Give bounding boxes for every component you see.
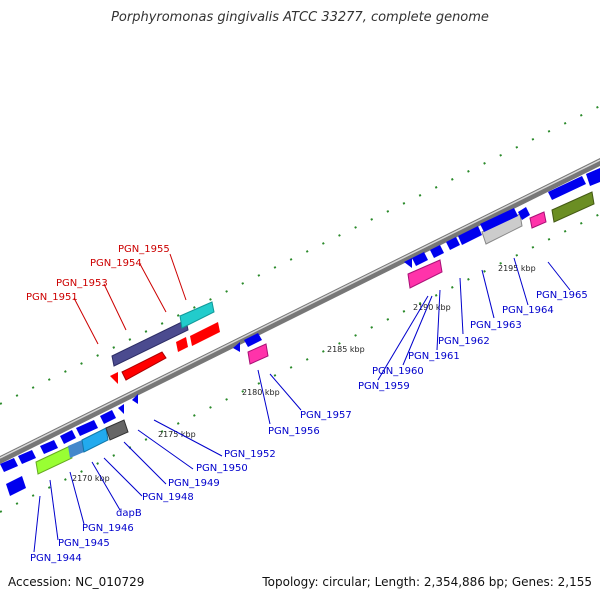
- leaders-red: [73, 253, 187, 345]
- label-PGN_1946: PGN_1946: [82, 523, 134, 534]
- gene-dapB[interactable]: [81, 427, 109, 453]
- label-PGN_1951: PGN_1951: [26, 292, 78, 303]
- label-PGN_1948: PGN_1948: [142, 492, 194, 503]
- label-PGN_1959: PGN_1959: [358, 381, 410, 392]
- tick-guides: [0, 105, 600, 513]
- gene-PGN_1963[interactable]: [480, 208, 523, 245]
- gene-PGN_1956[interactable]: [247, 343, 269, 365]
- gene-PGN_1944[interactable]: [6, 476, 26, 496]
- label-PGN_1945: PGN_1945: [58, 538, 110, 549]
- gene-PGN_1959[interactable]: [407, 259, 443, 289]
- map-title: Porphyromonas gingivalis ATCC 33277, com…: [111, 10, 489, 25]
- gene-PGN_1964[interactable]: [518, 207, 547, 229]
- label-PGN_1964: PGN_1964: [502, 305, 554, 316]
- gene-PGN_1961[interactable]: [430, 245, 444, 258]
- gene-PGN_1955[interactable]: [179, 301, 215, 329]
- label-PGN_1949: PGN_1949: [168, 478, 220, 489]
- tick-label-2190: 2190 kbp: [413, 303, 451, 312]
- label-PGN_1952: PGN_1952: [224, 449, 276, 460]
- gene-PGN_1946[interactable]: [68, 440, 84, 458]
- label-PGN_1961: PGN_1961: [408, 351, 460, 362]
- gene-PGN_1951[interactable]: [111, 319, 189, 367]
- tick-label-2180: 2180 kbp: [242, 388, 280, 397]
- gene-PGN_1948[interactable]: [105, 419, 129, 441]
- gene-PGN_1952-small[interactable]: [110, 372, 118, 384]
- gene-PGN_1962[interactable]: [446, 226, 482, 250]
- gene-PGN_1957[interactable]: [244, 333, 262, 347]
- label-PGN_1955: PGN_1955: [118, 244, 170, 255]
- genome-stats: Topology: circular; Length: 2,354,886 bp…: [262, 575, 592, 589]
- label-dapB: dapB: [116, 508, 142, 519]
- label-PGN_1963: PGN_1963: [470, 320, 522, 331]
- label-PGN_1944: PGN_1944: [30, 553, 82, 564]
- gene-arrow-small[interactable]: [233, 342, 240, 352]
- label-PGN_1956: PGN_1956: [268, 426, 320, 437]
- tick-label-2175: 2175 kbp: [158, 430, 196, 439]
- label-PGN_1953: PGN_1953: [56, 278, 108, 289]
- label-PGN_1965: PGN_1965: [536, 290, 588, 301]
- tick-label-2185: 2185 kbp: [327, 345, 365, 354]
- gene-PGN_1945[interactable]: [35, 445, 73, 475]
- label-PGN_1962: PGN_1962: [438, 336, 490, 347]
- gene-PGN_1954[interactable]: [176, 322, 220, 352]
- gene-PGN_1960[interactable]: [404, 252, 428, 268]
- accession-label: Accession: NC_010729: [8, 575, 145, 589]
- tick-label-2170: 2170 kbp: [72, 474, 110, 483]
- label-PGN_1954: PGN_1954: [90, 258, 142, 269]
- leaders-blue: [33, 257, 571, 553]
- gene-row-upper[interactable]: [0, 394, 138, 472]
- label-PGN_1960: PGN_1960: [372, 366, 424, 377]
- label-PGN_1950: PGN_1950: [196, 463, 248, 474]
- backbone: [0, 158, 600, 464]
- label-PGN_1957: PGN_1957: [300, 410, 352, 421]
- gene-PGN_1965[interactable]: [548, 168, 600, 223]
- gene-PGN_1953[interactable]: [121, 351, 167, 381]
